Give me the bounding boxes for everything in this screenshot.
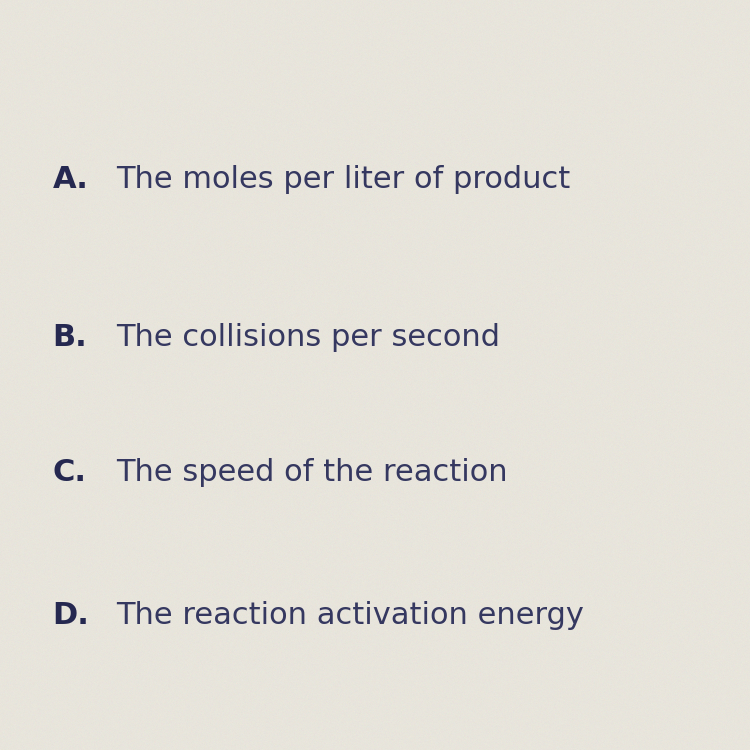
Text: The reaction activation energy: The reaction activation energy — [116, 601, 584, 629]
Text: B.: B. — [53, 323, 87, 352]
Text: C.: C. — [53, 458, 86, 487]
Text: The moles per liter of product: The moles per liter of product — [116, 166, 571, 194]
Text: The collisions per second: The collisions per second — [116, 323, 500, 352]
Text: D.: D. — [53, 601, 89, 629]
Text: A.: A. — [53, 166, 88, 194]
Text: The speed of the reaction: The speed of the reaction — [116, 458, 508, 487]
